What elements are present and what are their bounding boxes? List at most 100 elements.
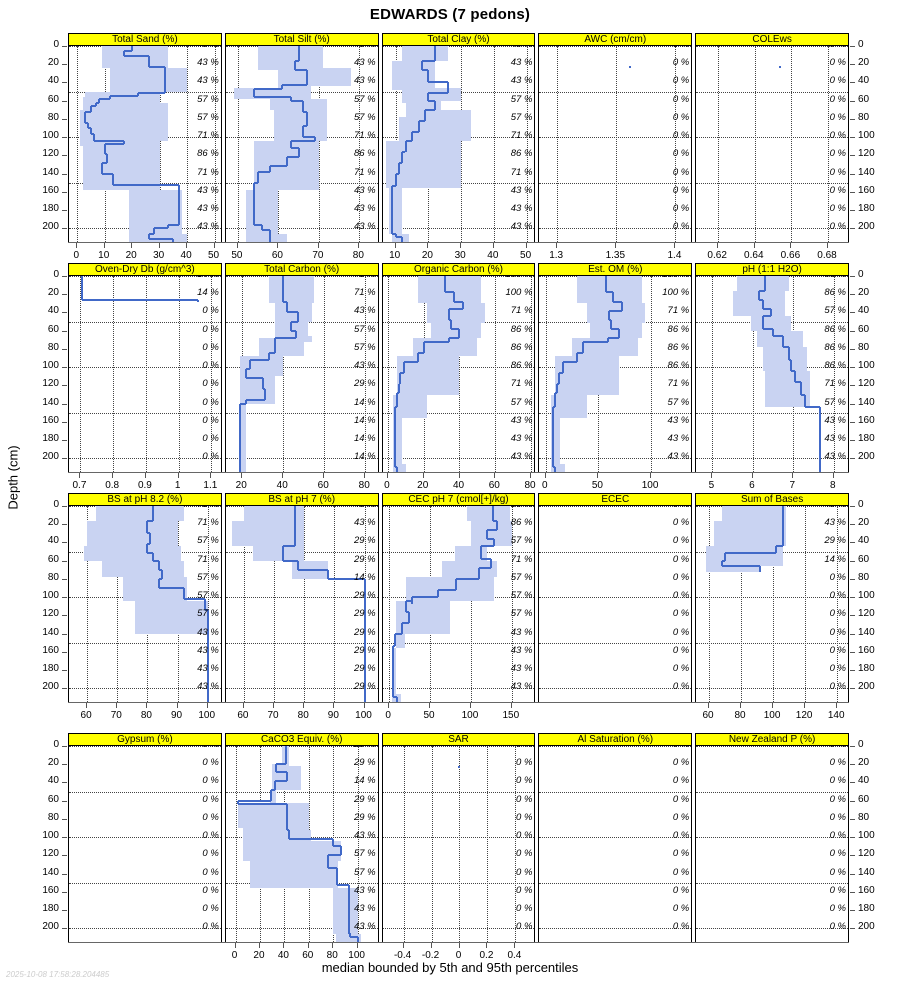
median-line-segment — [95, 102, 98, 107]
panel-total-silt: Total Silt (%)43 %43 %43 %57 %57 %71 %86… — [224, 33, 379, 242]
contributing-percent-label: 43 % — [197, 644, 219, 656]
percentile-band-segment — [240, 399, 275, 404]
median-line-segment — [177, 184, 180, 220]
panel-title-strip: CEC pH 7 (cmol[+]/kg) — [381, 493, 536, 506]
contributing-percent-label: 14 % — [353, 433, 376, 445]
contributing-percent-label: 0 % — [829, 757, 846, 769]
contributing-percent-label: 86 % — [824, 287, 846, 299]
median-line-segment — [421, 68, 429, 71]
x-tick-label: 20 — [417, 480, 429, 491]
percentile-band-segment — [268, 276, 314, 298]
median-line-segment — [283, 545, 296, 548]
median-line-segment — [412, 130, 419, 133]
median-line-segment — [391, 224, 394, 229]
median-line-segment — [249, 365, 252, 369]
depth-tick-mark — [62, 670, 67, 672]
median-line-segment — [305, 82, 308, 86]
median-line-segment — [289, 97, 292, 101]
median-line-segment — [281, 85, 284, 89]
row-axis-line — [68, 942, 849, 943]
percentile-band-segment — [110, 67, 188, 83]
percentile-band-segment — [123, 597, 187, 601]
median-line-segment — [123, 49, 133, 52]
depth-tick-mark — [850, 367, 855, 369]
x-tick-mark — [303, 703, 305, 708]
median-line-segment — [404, 140, 407, 149]
median-line-segment — [85, 110, 91, 113]
percentile-band-segment — [102, 560, 184, 570]
x-tick-label: 100 — [641, 480, 659, 491]
median-line-segment — [479, 555, 482, 559]
percentile-band-segment — [123, 577, 187, 598]
depth-tick-mark — [850, 312, 855, 314]
contributing-percent-label: 0 % — [516, 757, 533, 769]
percentile-band-segment — [292, 560, 329, 576]
percentile-band-segment — [272, 782, 302, 787]
median-line-segment — [773, 335, 784, 338]
median-line-segment — [496, 526, 499, 530]
contributing-percent-label: 0 % — [829, 866, 846, 878]
median-line-segment — [559, 371, 563, 374]
contributing-percent-label: 0 % — [202, 341, 219, 353]
percentile-band-segment — [242, 829, 312, 838]
median-line-segment — [147, 233, 150, 240]
panel-awc-cm-cm: AWC (cm/cm) 0 % 0 % 0 % 0 % 0 % 0 % 0 % 0 % 0 % 0 … — [538, 33, 693, 242]
median-line-segment — [101, 161, 108, 164]
median-line-segment — [153, 559, 160, 562]
percentile-band-segment — [243, 516, 305, 521]
contributing-percent-label: 0 % — [672, 608, 690, 620]
percentile-band-segment — [405, 577, 494, 598]
x-tick-mark — [792, 473, 794, 478]
median-line-segment — [328, 577, 365, 580]
median-line-segment — [206, 609, 209, 702]
depth-gridline — [69, 642, 221, 644]
median-line-segment — [109, 96, 112, 99]
percentile-band-segment — [393, 463, 406, 472]
depth-tick-label: 180 — [858, 203, 875, 215]
median-line-segment — [423, 340, 449, 343]
median-line-segment — [453, 297, 456, 302]
depth-tick-label: 60 — [47, 553, 59, 565]
contributing-percent-label: 0 % — [516, 830, 533, 842]
percentile-band-segment — [240, 367, 284, 377]
median-line-segment — [401, 629, 404, 634]
contributing-percent-label: 57 % — [510, 571, 533, 583]
contributing-percent-label: 0 % — [829, 663, 846, 675]
median-line-segment — [294, 60, 299, 63]
x-tick-mark — [525, 243, 527, 248]
contributing-percent-label: 0 % — [829, 644, 846, 656]
x-gridline — [243, 506, 245, 702]
median-line-segment — [203, 598, 206, 607]
median-line-segment — [149, 533, 152, 541]
median-line-segment — [82, 298, 199, 301]
median-line-segment — [724, 557, 727, 561]
median-line-segment — [294, 506, 297, 543]
depth-gridline — [382, 746, 535, 747]
median-line-segment — [285, 826, 288, 830]
median-line-segment — [607, 336, 620, 339]
depth-tick-mark — [62, 615, 67, 617]
contributing-percent-label: 57 % — [510, 93, 533, 105]
x-tick-mark — [469, 703, 471, 708]
percentile-band-segment — [242, 837, 312, 841]
median-line-segment — [556, 389, 559, 393]
x-tick-mark — [210, 473, 212, 478]
contributing-percent-label: 43 % — [510, 203, 533, 215]
depth-tick-mark — [62, 403, 67, 405]
depth-gridline — [382, 228, 535, 230]
x-tick-label: 80 — [297, 710, 309, 721]
depth-tick-mark — [850, 764, 855, 766]
contributing-percent-label: 0 % — [672, 166, 690, 178]
median-line-segment — [608, 309, 622, 312]
x-gridline — [461, 46, 463, 242]
median-line-segment — [288, 829, 291, 836]
x-gridline — [77, 46, 79, 242]
depth-tick-label: 120 — [42, 608, 59, 620]
median-line-segment — [449, 325, 452, 329]
depth-tick-mark — [62, 118, 67, 120]
depth-tick-mark — [62, 458, 67, 460]
median-line-segment — [147, 532, 151, 535]
percentile-band-segment — [442, 569, 498, 578]
median-line-segment — [554, 467, 557, 472]
median-line-segment — [274, 337, 276, 348]
